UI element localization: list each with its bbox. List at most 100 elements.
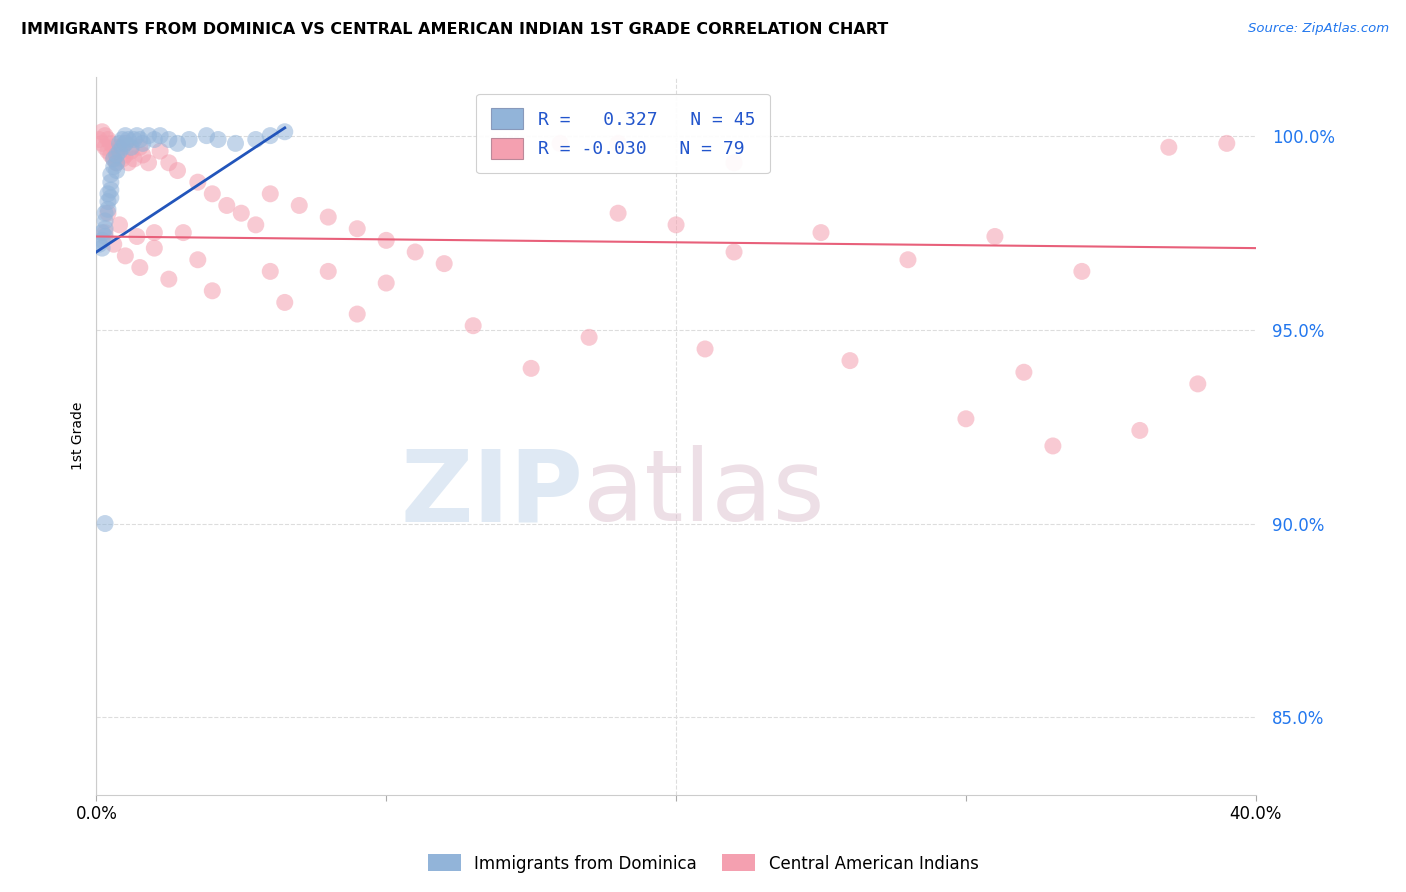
Point: [274, 295, 297, 310]
Point: [245, 218, 267, 232]
Point: [201, 284, 224, 298]
Point: [94, 214, 117, 228]
Text: Source: ZipAtlas.com: Source: ZipAtlas.com: [1249, 22, 1389, 36]
Point: [94, 128, 117, 143]
Point: [187, 175, 209, 189]
Point: [117, 132, 139, 146]
Point: [91, 226, 114, 240]
Point: [111, 140, 134, 154]
Point: [433, 257, 456, 271]
Legend: R =   0.327   N = 45, R = -0.030   N = 79: R = 0.327 N = 45, R = -0.030 N = 79: [477, 94, 769, 173]
Point: [97, 186, 120, 201]
Point: [94, 516, 117, 531]
Point: [114, 249, 136, 263]
Legend: Immigrants from Dominica, Central American Indians: Immigrants from Dominica, Central Americ…: [420, 847, 986, 880]
Point: [103, 152, 125, 166]
Point: [94, 140, 117, 154]
Point: [984, 229, 1007, 244]
Point: [723, 155, 745, 169]
Point: [103, 160, 125, 174]
Point: [607, 136, 630, 151]
Text: IMMIGRANTS FROM DOMINICA VS CENTRAL AMERICAN INDIAN 1ST GRADE CORRELATION CHART: IMMIGRANTS FROM DOMINICA VS CENTRAL AMER…: [21, 22, 889, 37]
Point: [94, 229, 117, 244]
Point: [897, 252, 920, 267]
Point: [1187, 376, 1209, 391]
Point: [404, 245, 426, 260]
Point: [548, 136, 571, 151]
Text: atlas: atlas: [583, 445, 825, 542]
Point: [91, 125, 114, 139]
Point: [215, 198, 238, 212]
Point: [97, 194, 120, 209]
Point: [195, 128, 218, 143]
Point: [1012, 365, 1035, 379]
Point: [100, 175, 122, 189]
Point: [100, 148, 122, 162]
Point: [100, 136, 122, 151]
Point: [375, 276, 398, 290]
Point: [111, 152, 134, 166]
Point: [463, 318, 485, 333]
Point: [100, 168, 122, 182]
Point: [259, 128, 281, 143]
Point: [1070, 264, 1092, 278]
Point: [166, 163, 188, 178]
Point: [108, 218, 131, 232]
Point: [114, 136, 136, 151]
Point: [105, 163, 128, 178]
Point: [157, 155, 180, 169]
Point: [128, 140, 150, 154]
Point: [132, 136, 155, 151]
Point: [143, 241, 166, 255]
Point: [114, 128, 136, 143]
Point: [100, 191, 122, 205]
Point: [94, 221, 117, 235]
Point: [259, 264, 281, 278]
Text: ZIP: ZIP: [401, 445, 583, 542]
Point: [665, 218, 688, 232]
Point: [723, 245, 745, 260]
Point: [114, 136, 136, 151]
Point: [143, 132, 166, 146]
Point: [128, 132, 150, 146]
Point: [201, 186, 224, 201]
Point: [375, 233, 398, 247]
Point: [1042, 439, 1064, 453]
Point: [157, 272, 180, 286]
Point: [491, 140, 513, 154]
Point: [103, 237, 125, 252]
Point: [105, 148, 128, 162]
Point: [693, 342, 716, 356]
Point: [207, 132, 229, 146]
Point: [97, 144, 120, 158]
Point: [245, 132, 267, 146]
Point: [138, 128, 160, 143]
Point: [143, 226, 166, 240]
Point: [187, 252, 209, 267]
Point: [149, 128, 172, 143]
Point: [1129, 424, 1152, 438]
Point: [105, 155, 128, 169]
Point: [810, 226, 832, 240]
Point: [157, 132, 180, 146]
Point: [89, 237, 111, 252]
Point: [955, 412, 977, 426]
Point: [125, 128, 148, 143]
Point: [114, 148, 136, 162]
Point: [125, 229, 148, 244]
Point: [122, 132, 145, 146]
Point: [111, 132, 134, 146]
Point: [108, 144, 131, 158]
Point: [97, 202, 120, 217]
Point: [108, 140, 131, 154]
Point: [97, 132, 120, 146]
Point: [520, 361, 543, 376]
Point: [316, 210, 339, 224]
Point: [132, 148, 155, 162]
Point: [97, 206, 120, 220]
Point: [91, 233, 114, 247]
Point: [117, 155, 139, 169]
Point: [1216, 136, 1239, 151]
Point: [259, 186, 281, 201]
Point: [149, 144, 172, 158]
